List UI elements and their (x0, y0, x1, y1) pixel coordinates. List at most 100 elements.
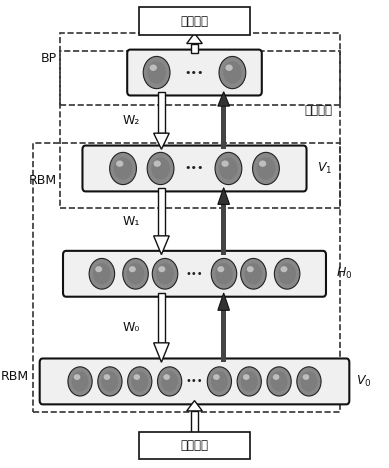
Text: W₁: W₁ (123, 215, 140, 227)
Bar (221, 106, 226, 149)
Ellipse shape (241, 258, 266, 289)
Ellipse shape (245, 263, 262, 285)
Ellipse shape (211, 371, 228, 392)
Ellipse shape (215, 153, 242, 184)
FancyBboxPatch shape (139, 432, 250, 459)
Ellipse shape (241, 371, 258, 392)
Ellipse shape (223, 61, 242, 84)
Ellipse shape (274, 258, 300, 289)
Ellipse shape (303, 374, 309, 380)
Ellipse shape (147, 153, 174, 184)
Text: •••: ••• (185, 67, 204, 78)
Bar (221, 310, 226, 362)
Polygon shape (154, 236, 169, 255)
Ellipse shape (143, 57, 170, 88)
Ellipse shape (158, 266, 165, 272)
Bar (221, 310, 226, 335)
Ellipse shape (72, 371, 89, 392)
Ellipse shape (128, 367, 152, 396)
Ellipse shape (129, 266, 136, 272)
Ellipse shape (211, 258, 237, 289)
Ellipse shape (116, 161, 123, 167)
Text: RBM: RBM (28, 174, 56, 187)
Ellipse shape (207, 367, 231, 396)
Ellipse shape (93, 263, 111, 285)
Ellipse shape (267, 367, 291, 396)
Ellipse shape (154, 161, 161, 167)
Polygon shape (187, 33, 202, 44)
FancyBboxPatch shape (63, 251, 326, 297)
Bar (191, 411, 198, 433)
FancyBboxPatch shape (40, 358, 349, 404)
Ellipse shape (150, 65, 157, 71)
Ellipse shape (161, 371, 178, 392)
Polygon shape (187, 401, 202, 411)
FancyBboxPatch shape (82, 146, 307, 191)
Bar (191, 44, 198, 53)
Bar (158, 92, 165, 133)
Bar (221, 310, 226, 321)
Text: 反向传播: 反向传播 (305, 104, 333, 117)
Bar (158, 188, 165, 236)
Text: $V_0$: $V_0$ (356, 374, 371, 389)
Ellipse shape (300, 371, 317, 392)
Bar (221, 310, 226, 348)
Bar (221, 106, 226, 126)
Ellipse shape (217, 266, 224, 272)
Ellipse shape (147, 61, 166, 84)
Ellipse shape (95, 266, 102, 272)
Ellipse shape (271, 371, 287, 392)
Ellipse shape (219, 157, 238, 180)
Bar (221, 205, 226, 228)
Ellipse shape (280, 266, 287, 272)
Bar (221, 205, 226, 234)
Bar (221, 106, 226, 132)
Bar (221, 205, 226, 255)
Ellipse shape (225, 65, 233, 71)
Ellipse shape (259, 161, 266, 167)
Ellipse shape (219, 57, 246, 88)
Ellipse shape (110, 153, 137, 184)
Ellipse shape (163, 374, 170, 380)
Bar (221, 310, 226, 355)
Ellipse shape (74, 374, 81, 380)
Ellipse shape (237, 367, 261, 396)
Text: •••: ••• (185, 163, 204, 174)
Ellipse shape (102, 371, 118, 392)
Ellipse shape (103, 374, 110, 380)
Ellipse shape (89, 258, 115, 289)
Bar (221, 106, 226, 144)
Ellipse shape (213, 374, 220, 380)
Text: •••: ••• (186, 269, 203, 279)
Text: 数据输入: 数据输入 (180, 439, 209, 452)
Bar (221, 205, 226, 214)
Ellipse shape (257, 157, 275, 180)
Bar (221, 205, 226, 248)
Ellipse shape (221, 161, 229, 167)
Ellipse shape (127, 263, 144, 285)
Ellipse shape (151, 157, 170, 180)
Ellipse shape (123, 258, 148, 289)
Ellipse shape (273, 374, 279, 380)
Ellipse shape (243, 374, 249, 380)
Text: RBM: RBM (1, 370, 29, 383)
Polygon shape (218, 188, 230, 205)
Text: $H_0$: $H_0$ (336, 266, 353, 281)
Ellipse shape (68, 367, 92, 396)
Ellipse shape (278, 263, 296, 285)
Ellipse shape (215, 263, 233, 285)
Bar (221, 106, 226, 138)
Text: 数据输出: 数据输出 (180, 15, 209, 28)
Bar (221, 205, 226, 208)
Bar (221, 205, 226, 241)
Bar (221, 310, 226, 314)
Text: W₂: W₂ (123, 114, 140, 127)
Polygon shape (154, 133, 169, 149)
Bar (221, 205, 226, 221)
Bar (221, 106, 226, 121)
Bar (221, 106, 226, 109)
Ellipse shape (133, 374, 140, 380)
Ellipse shape (247, 266, 254, 272)
Polygon shape (218, 92, 230, 106)
FancyBboxPatch shape (127, 50, 262, 95)
